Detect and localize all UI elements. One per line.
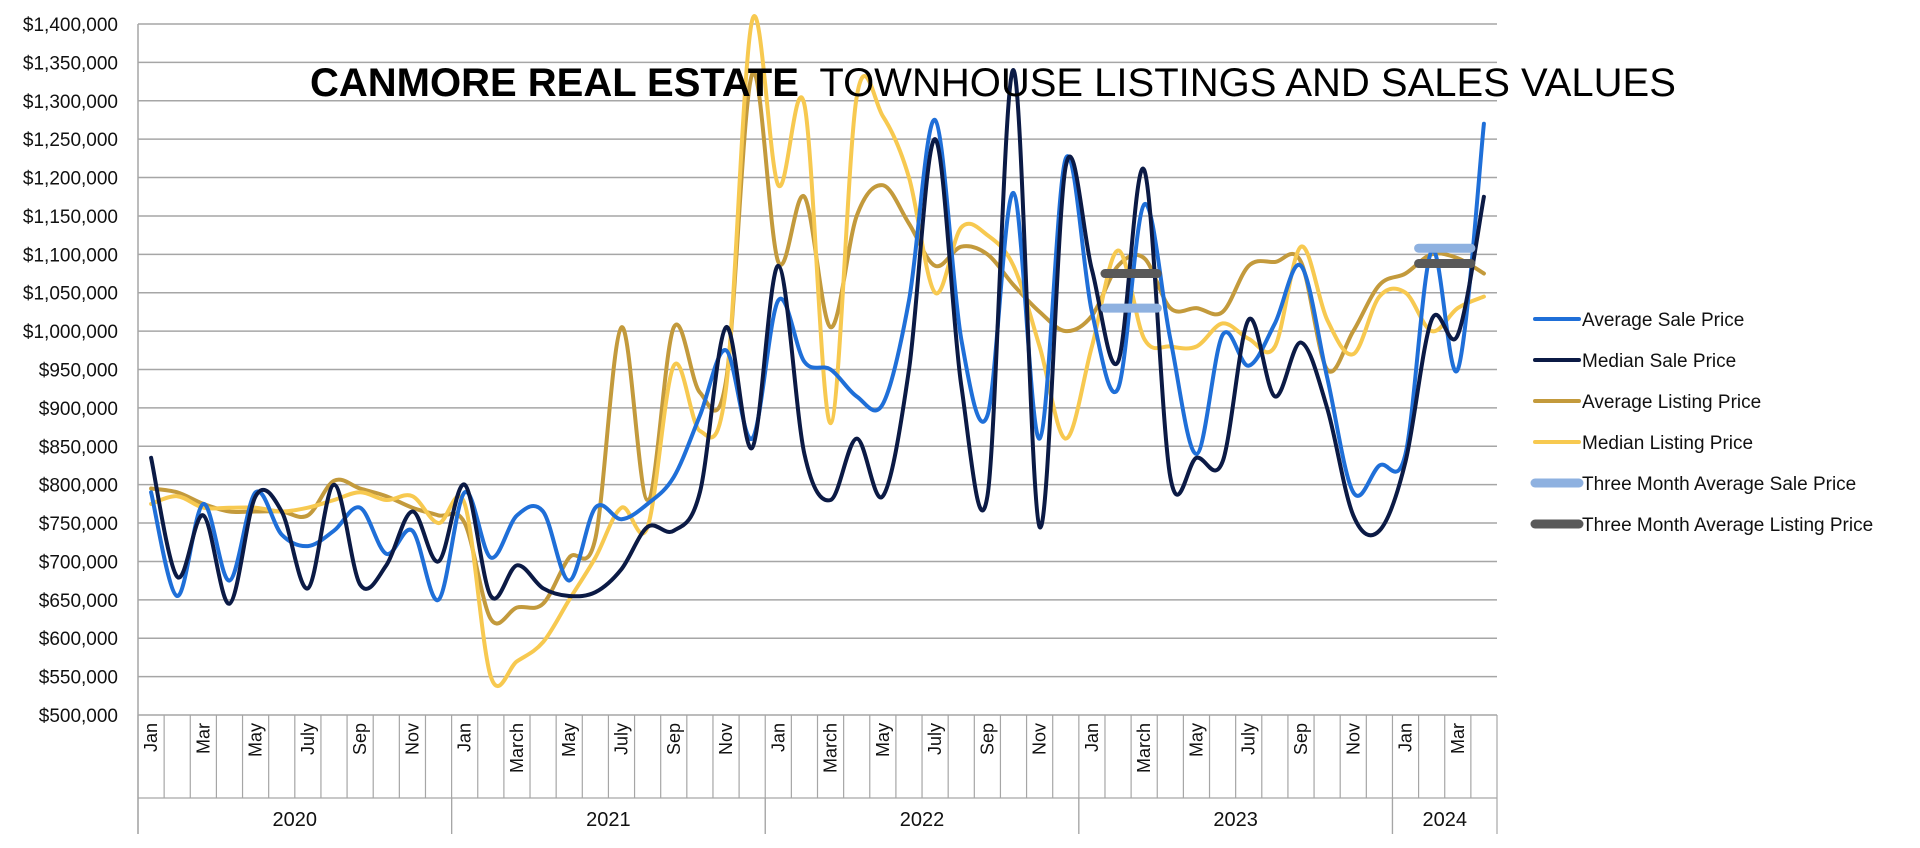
legend-label-median-listing-price: Median Listing Price bbox=[1582, 433, 1753, 454]
x-tick-label: Jan bbox=[455, 723, 475, 752]
x-tick-label: Sep bbox=[664, 723, 684, 755]
y-tick-label: $800,000 bbox=[39, 476, 118, 497]
y-tick-label: $700,000 bbox=[39, 552, 118, 573]
year-label: 2021 bbox=[586, 809, 631, 831]
series-line-average-listing-price bbox=[149, 70, 1486, 626]
x-axis: Jan Mar May July Sep Nov Jan March May July Sep Nov… bbox=[137, 715, 1498, 834]
series-line-median-sale-price bbox=[149, 68, 1486, 606]
series-line-median-listing-price bbox=[149, 14, 1486, 688]
legend-label-average-listing-price: Average Listing Price bbox=[1582, 392, 1761, 413]
y-tick-label: $1,100,000 bbox=[23, 245, 118, 266]
y-tick-label: $850,000 bbox=[39, 437, 118, 458]
x-tick-label: Jan bbox=[1396, 723, 1416, 752]
x-tick-label: Mar bbox=[193, 723, 213, 754]
x-tick-label: March bbox=[821, 723, 841, 773]
chart-title: CANMORE REAL ESTATE TOWNHOUSE LISTINGS A… bbox=[310, 61, 1676, 105]
x-tick-label: Jan bbox=[1082, 723, 1102, 752]
x-tick-label: May bbox=[873, 723, 893, 757]
series-lines bbox=[149, 14, 1486, 688]
y-tick-label: $1,050,000 bbox=[23, 284, 118, 305]
y-tick-label: $750,000 bbox=[39, 514, 118, 535]
series-line-average-sale-price bbox=[149, 117, 1486, 602]
legend-label-average-sale-price: Average Sale Price bbox=[1582, 310, 1744, 331]
year-label: 2020 bbox=[273, 809, 318, 831]
x-tick-label: Nov bbox=[1343, 723, 1363, 755]
x-tick-label: May bbox=[246, 723, 266, 757]
x-tick-label: July bbox=[611, 723, 631, 755]
legend: Average Sale Price Median Sale Price Avera… bbox=[1530, 310, 1873, 536]
y-tick-label: $1,300,000 bbox=[23, 92, 118, 113]
legend-label-three-month-average-sale-price: Three Month Average Sale Price bbox=[1582, 474, 1856, 495]
y-tick-label: $1,200,000 bbox=[23, 169, 118, 190]
x-tick-label: Sep bbox=[977, 723, 997, 755]
y-tick-label: $500,000 bbox=[39, 706, 118, 727]
x-tick-label: Mar bbox=[1448, 723, 1468, 754]
x-tick-label: May bbox=[1186, 723, 1206, 757]
x-tick-label: Nov bbox=[1030, 723, 1050, 755]
x-tick-label: March bbox=[507, 723, 527, 773]
year-label: 2024 bbox=[1422, 809, 1467, 831]
chart-title-bold: CANMORE REAL ESTATE bbox=[310, 61, 799, 105]
x-tick-label: July bbox=[925, 723, 945, 755]
x-tick-label: May bbox=[559, 723, 579, 757]
x-tick-label: July bbox=[1239, 723, 1259, 755]
year-label: 2022 bbox=[900, 809, 945, 831]
y-tick-label: $950,000 bbox=[39, 361, 118, 382]
y-tick-label: $1,250,000 bbox=[23, 130, 118, 151]
three-month-average-bars bbox=[1100, 243, 1476, 313]
grid-lines bbox=[137, 23, 1497, 834]
y-tick-label: $1,150,000 bbox=[23, 207, 118, 228]
y-tick-label: $550,000 bbox=[39, 668, 118, 689]
x-tick-label: Nov bbox=[716, 723, 736, 755]
x-tick-label: Jan bbox=[141, 723, 161, 752]
y-tick-label: $1,000,000 bbox=[23, 322, 118, 343]
y-tick-label: $1,350,000 bbox=[23, 53, 118, 74]
y-tick-label: $650,000 bbox=[39, 591, 118, 612]
legend-label-three-month-average-listing-price: Three Month Average Listing Price bbox=[1582, 515, 1873, 536]
x-tick-label: Jan bbox=[768, 723, 788, 752]
x-tick-label: Nov bbox=[402, 723, 422, 755]
year-label: 2023 bbox=[1213, 809, 1258, 831]
y-axis-ticks: $500,000 $550,000 $600,000 $650,000 $700,000… bbox=[23, 15, 118, 727]
x-tick-label: Sep bbox=[1291, 723, 1311, 755]
x-tick-label: July bbox=[298, 723, 318, 755]
y-tick-label: $900,000 bbox=[39, 399, 118, 420]
y-tick-label: $1,400,000 bbox=[23, 15, 118, 36]
y-tick-label: $600,000 bbox=[39, 629, 118, 650]
legend-label-median-sale-price: Median Sale Price bbox=[1582, 351, 1736, 372]
x-tick-label: March bbox=[1134, 723, 1154, 773]
chart-title-rest: TOWNHOUSE LISTINGS AND SALES VALUES bbox=[819, 61, 1676, 105]
x-tick-label: Sep bbox=[350, 723, 370, 755]
